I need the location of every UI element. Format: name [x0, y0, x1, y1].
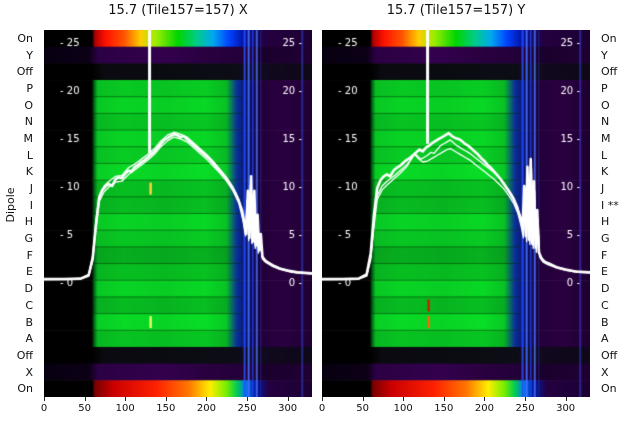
dipole-row-label: L	[26, 148, 33, 162]
left-panel-title: 15.7 (Tile157=157) X	[108, 3, 248, 18]
dipole-row-label: I	[29, 198, 33, 212]
dipole-row-label: O	[601, 98, 610, 112]
dipole-row-label: F	[26, 248, 33, 262]
x-tick-label: 250	[237, 403, 257, 414]
dipole-row-label: Off	[601, 65, 618, 79]
dipole-row-label: M	[23, 131, 34, 145]
x-tick-label: 200	[474, 403, 494, 414]
dipole-row-label: G	[24, 232, 33, 246]
dipole-row-label: J	[601, 182, 605, 196]
dipole-row-label: N	[601, 115, 610, 129]
dipole-row-label: I **	[601, 198, 619, 212]
dipole-row-label: A	[601, 332, 609, 346]
x-tick-label: 100	[115, 403, 135, 414]
dipole-row-label: O	[24, 98, 33, 112]
dipole-row-label: X	[25, 365, 33, 379]
x-tick-mark	[565, 397, 567, 401]
x-tick-label: 250	[515, 403, 535, 414]
dipole-row-label: K	[25, 165, 33, 179]
x-tick-mark	[362, 397, 364, 401]
heatmap-panel-x	[44, 30, 312, 397]
right-panel-title: 15.7 (Tile157=157) Y	[386, 3, 526, 18]
x-tick-mark	[247, 397, 249, 401]
x-tick-mark	[484, 397, 486, 401]
heatmap-panel-y	[322, 30, 590, 397]
x-tick-label: 200	[196, 403, 216, 414]
x-tick-label: 0	[40, 403, 48, 414]
x-tick-label: 150	[434, 403, 454, 414]
dipole-row-label: Off	[16, 65, 33, 79]
x-tick-label: 50	[356, 403, 369, 414]
dipole-row-label: J	[29, 182, 33, 196]
dipole-row-label: Off	[16, 348, 33, 362]
x-tick-mark	[125, 397, 127, 401]
x-tick-mark	[322, 397, 323, 401]
dipole-row-label: D	[601, 282, 610, 296]
dipole-row-label: B	[601, 315, 609, 329]
x-tick-label: 300	[278, 403, 298, 414]
x-axis-ticks-left-panel: 0 50 100 150 200 250 300	[40, 397, 320, 419]
dipole-row-label: P	[26, 81, 33, 95]
dipole-row-label: On	[601, 382, 617, 396]
dipole-row-label: Y	[601, 48, 608, 62]
x-tick-label: 0	[318, 403, 326, 414]
dipole-row-label: C	[601, 298, 609, 312]
dipole-row-label: D	[24, 282, 33, 296]
dipole-row-label: Y	[26, 48, 33, 62]
dipole-row-label: On	[17, 31, 33, 45]
dipole-row-label: N	[24, 115, 33, 129]
dipole-row-label: G	[601, 232, 610, 246]
right-row-label-column: On Y Off P O N M L K J I ** H G F E D C B A Off X On	[594, 30, 640, 397]
dipole-row-label: A	[25, 332, 33, 346]
x-tick-label: 100	[393, 403, 413, 414]
dipole-row-label: On	[601, 31, 617, 45]
dipole-row-label: E	[26, 265, 33, 279]
x-tick-mark	[287, 397, 289, 401]
dipole-row-label: B	[25, 315, 33, 329]
left-row-label-column: On Y Off P O N M L K J I H G F E D C B A Off X On	[0, 30, 40, 397]
dipole-row-label: On	[17, 382, 33, 396]
x-tick-label: 50	[78, 403, 91, 414]
x-tick-label: 300	[556, 403, 576, 414]
dipole-row-label: H	[601, 215, 610, 229]
x-tick-mark	[165, 397, 167, 401]
x-tick-label: 150	[156, 403, 176, 414]
x-tick-mark	[443, 397, 445, 401]
x-tick-mark	[44, 397, 45, 401]
dipole-row-label: Off	[601, 348, 618, 362]
dipole-row-label: K	[601, 165, 609, 179]
dipole-row-label: F	[601, 248, 608, 262]
dipole-row-label: M	[601, 131, 611, 145]
dipole-row-label: P	[601, 81, 608, 95]
x-tick-mark	[84, 397, 86, 401]
x-tick-mark	[525, 397, 527, 401]
x-tick-mark	[403, 397, 405, 401]
dipole-row-label: E	[601, 265, 608, 279]
dipole-row-label: L	[601, 148, 608, 162]
x-axis-ticks-right-panel: 0 50 100 150 200 250 300	[318, 397, 598, 419]
x-tick-mark	[206, 397, 208, 401]
dipole-row-label: H	[24, 215, 33, 229]
dipole-row-label: X	[601, 365, 609, 379]
dipole-row-label: C	[25, 298, 33, 312]
